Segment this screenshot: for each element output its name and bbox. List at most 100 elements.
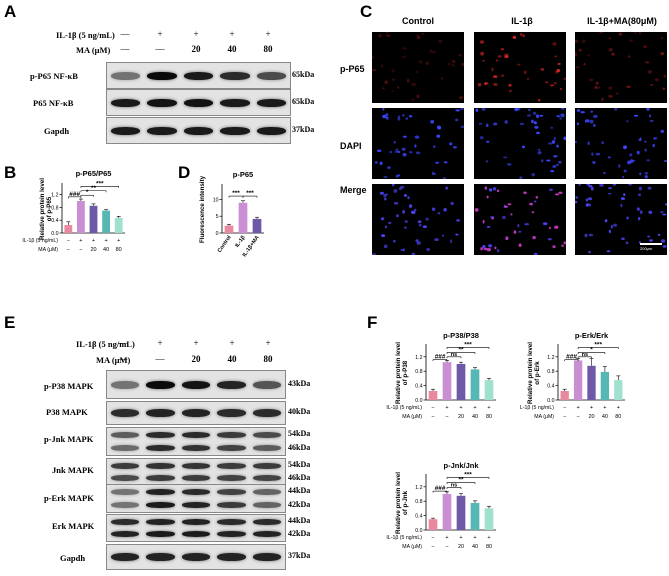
a-blot-label-0: p-P65 NF-κB [30, 71, 78, 81]
c-cell [578, 184, 581, 186]
c-cell [486, 140, 490, 143]
c-col-il1b-ma: IL-1β+MA(80μM) [587, 16, 657, 26]
c-cell [486, 195, 489, 199]
c-cell [560, 113, 565, 118]
c-cell [603, 171, 606, 175]
treatment-il1b-mark: + [193, 338, 199, 348]
e-blot-label: Erk MAPK [52, 521, 95, 531]
c-cell [612, 184, 617, 186]
c-cell [590, 186, 594, 191]
c-cell [551, 140, 556, 144]
blot-band [217, 519, 246, 525]
c-scale-bar [640, 243, 662, 245]
blot-band [181, 445, 211, 451]
c-cell [512, 35, 517, 39]
c-cell [415, 151, 421, 155]
c-cell [402, 55, 407, 58]
panel-f-letter: F [367, 313, 378, 332]
c-cell [596, 86, 600, 89]
c-micrograph [575, 32, 667, 103]
c-cell [585, 119, 590, 123]
c-cell [493, 75, 498, 78]
sig-label: *** [594, 341, 602, 348]
x-row-mark: + [459, 535, 462, 541]
x-row-mark: 20 [588, 414, 594, 420]
a-blot-label-2: Gapdh [44, 126, 70, 136]
c-cell [614, 108, 618, 111]
sig-label: ### [435, 354, 446, 361]
c-cell [440, 77, 444, 80]
c-cell [397, 86, 400, 89]
blot-band [181, 553, 211, 561]
x-row-mark: + [487, 405, 490, 411]
sig-label: ns [451, 352, 457, 358]
e-kda: 44kDa [288, 516, 311, 525]
y-tick-label: 1.2 [51, 193, 58, 199]
blot-band [252, 519, 282, 525]
c-cell [531, 173, 535, 177]
c-cell [549, 226, 551, 230]
c-cell [377, 149, 382, 153]
treatment-il1b-mark: — [120, 29, 130, 39]
c-cell [452, 146, 457, 149]
blot-band [110, 409, 140, 417]
bar [456, 495, 466, 530]
c-cell [531, 119, 534, 124]
c-cell [634, 32, 637, 34]
c-cell [547, 238, 552, 241]
c-cell [414, 135, 420, 139]
c-cell [575, 140, 577, 144]
c-cell [406, 78, 410, 83]
y-tick-label: 1.2 [415, 355, 422, 361]
c-cell [557, 62, 561, 65]
x-row-label: IL-1β (5 ng/mL) [520, 405, 554, 411]
y-tick-label: 0.4 [415, 514, 422, 520]
c-cell [581, 39, 586, 44]
e-blot-label: p-P38 MAPK [44, 381, 94, 391]
c-cell [510, 213, 513, 216]
e-row-il1b-label: IL-1β (5 ng/mL) [76, 339, 135, 349]
sig-label: ns [582, 352, 588, 358]
c-cell [535, 196, 539, 199]
c-cell [628, 55, 631, 58]
c-cell [650, 84, 654, 86]
sig-label: ns [451, 483, 457, 489]
x-row-mark: − [431, 535, 434, 541]
c-cell [636, 150, 640, 155]
y-axis-label: Fluorescence intensity [199, 175, 206, 243]
a-kda-1: 65kDa [292, 97, 315, 106]
y-tick-label: 0.4 [547, 384, 554, 390]
c-cell [378, 36, 381, 38]
blot-band [146, 432, 175, 438]
c-cell [523, 191, 527, 195]
c-cell [661, 239, 666, 243]
c-cell [615, 92, 619, 95]
e-blot-box [106, 514, 286, 542]
e-kda: 42kDa [288, 529, 311, 538]
x-row-mark: − [576, 414, 579, 420]
c-cell [517, 224, 520, 228]
c-cell [418, 60, 423, 64]
y-axis-label-line: of p-Jnk [402, 490, 409, 515]
blot-band [147, 126, 177, 135]
c-cell [618, 32, 623, 36]
c-cell [493, 83, 498, 86]
blot-band [110, 380, 140, 389]
y-tick-label: 0.8 [415, 369, 422, 375]
c-cell [495, 59, 499, 62]
c-cell [392, 239, 396, 243]
c-cell [537, 99, 541, 102]
treatment-il1b-mark: + [229, 338, 235, 348]
y-tick-label: 0 [216, 231, 219, 237]
c-cell [623, 193, 626, 196]
blot-band [252, 531, 282, 537]
blot-band [181, 489, 211, 495]
blot-band [252, 475, 282, 481]
y-axis-label-line: Relative protein level [527, 342, 534, 404]
c-cell [558, 160, 562, 164]
y-axis-label-line: of p-P65 [46, 196, 53, 221]
y-axis-label-line: Fluorescence intensity [199, 175, 206, 243]
c-micrograph-svg [475, 108, 566, 179]
c-cell [507, 163, 512, 166]
